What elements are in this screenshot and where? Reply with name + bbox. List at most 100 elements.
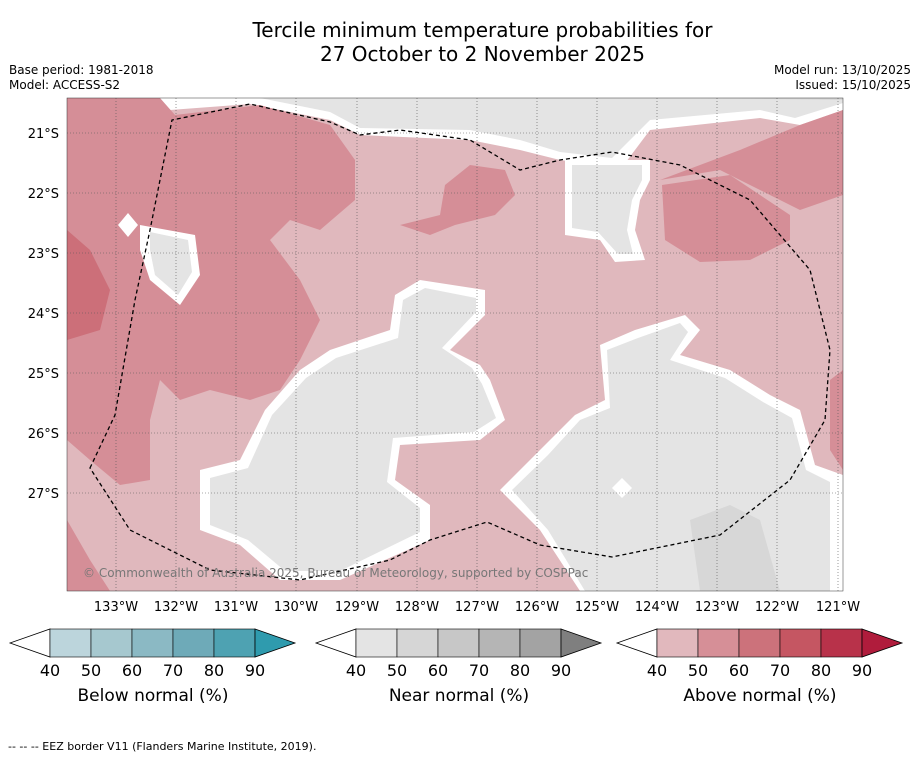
colorbar-swatch [131, 628, 174, 658]
graticule [67, 98, 843, 591]
colorbar-tick-label: 90 [244, 661, 266, 680]
colorbar-tick-label: 40 [39, 661, 61, 680]
colorbar-swatch [697, 628, 740, 658]
above-normal-50-region-4 [662, 175, 790, 262]
colorbar-tick-label: 90 [550, 661, 572, 680]
meta-right: Model run: 13/10/2025 Issued: 15/10/2025 [774, 63, 911, 93]
colorbar-tick-label: 40 [345, 661, 367, 680]
colorbar-min-extend [615, 628, 658, 658]
colorbar-tick-label: 50 [687, 661, 709, 680]
above-normal-50-region-3 [660, 110, 843, 210]
colorbar-swatch [437, 628, 480, 658]
colorbar-tick-label: 50 [386, 661, 408, 680]
map-fields [67, 98, 843, 591]
colorbar-swatch [355, 628, 398, 658]
lon-label: 128°W [395, 600, 439, 615]
colorbar-tick-label: 70 [162, 661, 184, 680]
title-line-2: 27 October to 2 November 2025 [319, 42, 646, 66]
lon-label: 123°W [695, 600, 739, 615]
colorbar-below-normal-swatches [8, 628, 297, 658]
lat-label: 22°S [28, 187, 59, 202]
lon-label: 131°W [214, 600, 258, 615]
model-run: Model run: 13/10/2025 [773, 63, 911, 77]
colorbar-tick-label: 60 [121, 661, 143, 680]
lon-label: 130°W [274, 600, 318, 615]
boundary-white [612, 478, 632, 498]
colorbar-max-extend [560, 628, 603, 658]
probability-map: 21°S22°S23°S24°S25°S26°S27°S 133°W 132°W 1… [28, 97, 860, 615]
colorbar-below-normal-label: Below normal (%) [77, 686, 229, 706]
colorbar-tick-label: 80 [810, 661, 832, 680]
near-normal-region-2 [572, 165, 642, 254]
colorbar-swatch [820, 628, 863, 658]
colorbar-swatch [172, 628, 215, 658]
colorbar-below-normal: 40 50 60 70 80 90 Below normal (%) [8, 628, 298, 728]
colorbar-tick-label: 60 [728, 661, 750, 680]
colorbar-tick-label: 40 [646, 661, 668, 680]
colorbar-swatch [738, 628, 781, 658]
latitude-labels: 21°S 22°S 23°S 24°S 25°S 26°S 27°S [28, 127, 59, 502]
issued-date: Issued: 15/10/2025 [795, 78, 911, 92]
copyright-text: © Commonwealth of Australia 2025, Bureau… [83, 566, 588, 580]
eez-border [89, 103, 831, 581]
colorbar-swatch [779, 628, 822, 658]
lon-label: 126°W [515, 600, 559, 615]
colorbar-near-normal-swatches [314, 628, 603, 658]
colorbar-swatch [656, 628, 699, 658]
colorbar-tick-label: 70 [769, 661, 791, 680]
lon-label: 127°W [455, 600, 499, 615]
colorbar-swatch [478, 628, 521, 658]
lon-label: 121°W [816, 600, 860, 615]
base-period: Base period: 1981-2018 [9, 63, 154, 77]
colorbar-max-extend [861, 628, 904, 658]
colorbar-tick-label: 50 [80, 661, 102, 680]
colorbar-tick-label: 80 [203, 661, 225, 680]
lat-label: 24°S [28, 307, 59, 322]
colorbar-tick-label: 70 [468, 661, 490, 680]
colorbar-above-normal: 40 50 60 70 80 90 Above normal (%) [615, 628, 905, 728]
lat-label: 25°S [28, 367, 59, 382]
colorbar-min-extend [314, 628, 357, 658]
near-normal-inset [150, 232, 192, 295]
chart-title: Tercile minimum temperature probabilitie… [0, 18, 919, 66]
above-normal-50-region-2 [400, 165, 515, 235]
lat-label: 27°S [28, 487, 59, 502]
colorbar-swatch [49, 628, 92, 658]
colorbar-swatch [90, 628, 133, 658]
colorbar-swatch [519, 628, 562, 658]
boundary-white [118, 213, 138, 237]
colorbar-min-extend [8, 628, 51, 658]
above-normal-50-region-1 [67, 98, 355, 485]
lon-label: 133°W [94, 600, 138, 615]
colorbar-swatch [396, 628, 439, 658]
colorbar-max-extend [254, 628, 297, 658]
colorbar-tick-label: 90 [851, 661, 873, 680]
colorbar-above-normal-label: Above normal (%) [683, 686, 837, 706]
above-normal-60-region [67, 230, 110, 340]
near-normal-50-lower [690, 505, 780, 591]
eez-footnote: -- -- -- EEZ border V11 (Flanders Marine… [8, 740, 317, 753]
above-normal-50-region-6 [830, 370, 843, 470]
near-normal-top-region [160, 98, 843, 158]
meta-left: Base period: 1981-2018 Model: ACCESS-S2 [9, 63, 154, 93]
colorbar-above-normal-swatches [615, 628, 904, 658]
colorbar-tick-label: 60 [427, 661, 449, 680]
colorbar-near-normal-label: Near normal (%) [388, 686, 530, 706]
colorbar-swatch [213, 628, 256, 658]
map-frame [66, 97, 844, 592]
longitude-labels: 133°W 132°W 131°W 130°W 129°W 128°W 127°W 126°W… [94, 600, 860, 615]
lon-label: 122°W [755, 600, 799, 615]
model-name: Model: ACCESS-S2 [9, 78, 121, 92]
colorbar-near-normal: 40 50 60 70 80 90 Near normal (%) [314, 628, 604, 728]
lon-label: 132°W [154, 600, 198, 615]
colorbar-tick-label: 80 [509, 661, 531, 680]
lon-label: 125°W [575, 600, 619, 615]
above-normal-50-region-5 [67, 520, 110, 591]
lat-label: 26°S [28, 427, 59, 442]
lat-label: 23°S [28, 247, 59, 262]
lon-label: 124°W [635, 600, 679, 615]
near-normal-lower-region-1 [210, 288, 496, 571]
lon-label: 129°W [335, 600, 379, 615]
lat-label: 21°S [28, 127, 59, 142]
title-line-1: Tercile minimum temperature probabilitie… [252, 18, 713, 42]
